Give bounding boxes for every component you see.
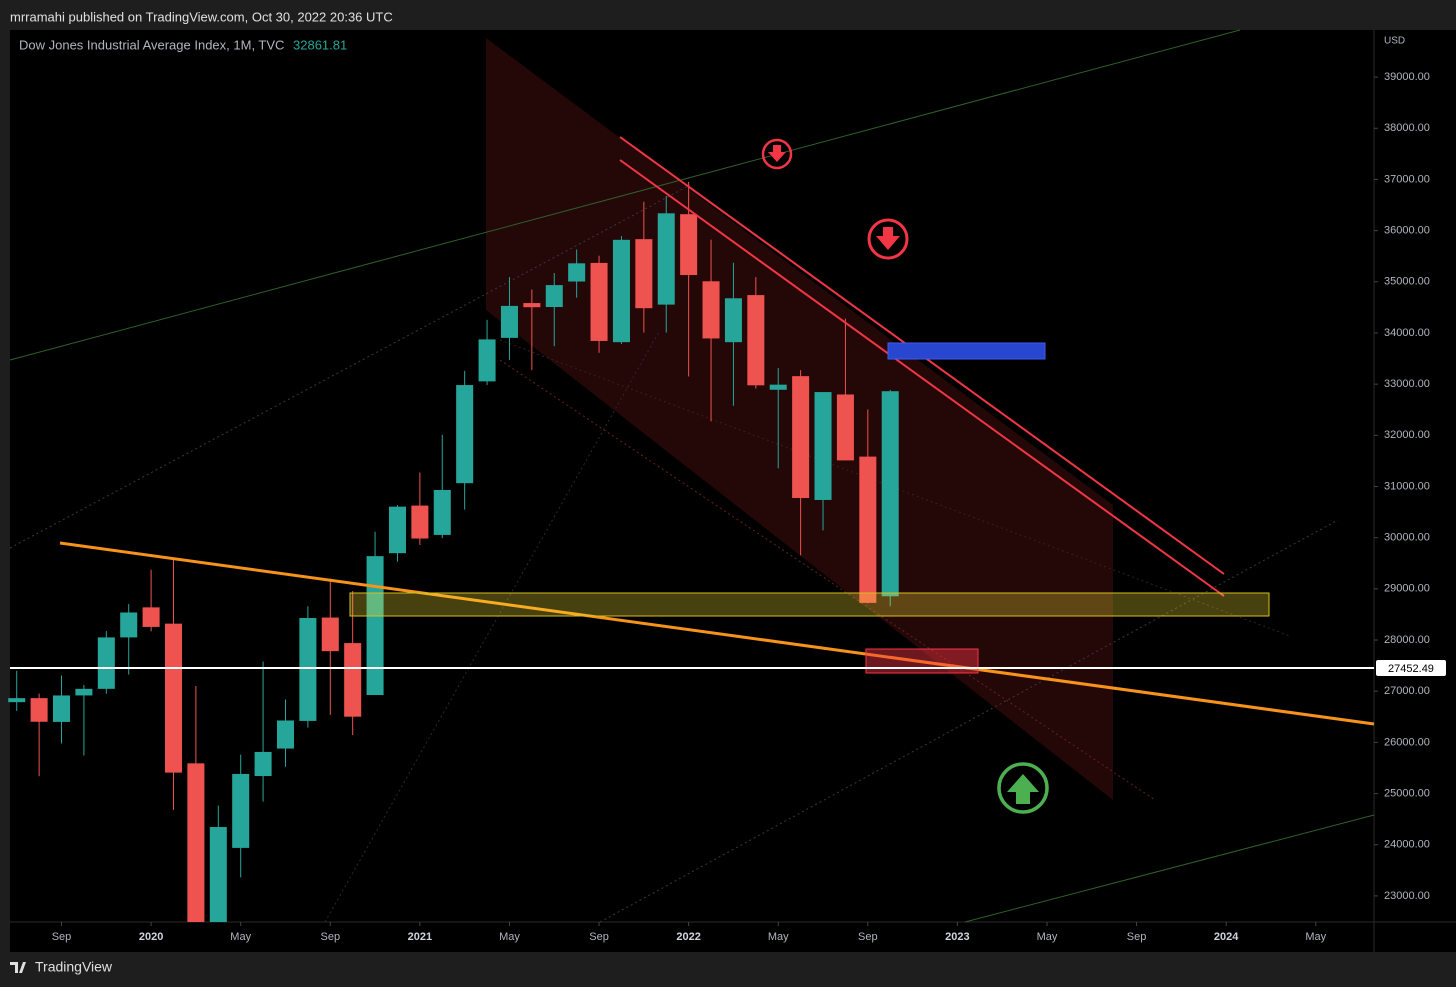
- candle-body: [142, 607, 160, 627]
- chart-bg: [10, 30, 1456, 952]
- candle-body: [747, 295, 765, 386]
- y-tick-label: 35000.00: [1384, 276, 1430, 288]
- price-label-bg: [1376, 660, 1446, 677]
- candle-body: [366, 556, 384, 696]
- resistance-zone: [887, 342, 1046, 360]
- y-tick-label: 27000.00: [1384, 685, 1430, 697]
- candle-body: [545, 285, 563, 308]
- candle-body: [254, 751, 272, 777]
- x-tick-label: May: [230, 931, 251, 943]
- candle-body: [388, 506, 406, 554]
- candle-body: [792, 376, 810, 499]
- candle-body: [276, 720, 294, 749]
- x-tick-label: Sep: [1127, 931, 1147, 943]
- candle-body: [859, 456, 877, 603]
- candle-body: [590, 262, 608, 341]
- y-tick-label: 36000.00: [1384, 225, 1430, 237]
- candle-body: [120, 612, 138, 638]
- x-tick-label: 2022: [676, 931, 700, 943]
- y-tick-label: 24000.00: [1384, 839, 1430, 851]
- y-tick-label: 32000.00: [1384, 429, 1430, 441]
- y-tick-label: 31000.00: [1384, 480, 1430, 492]
- y-tick-label: 30000.00: [1384, 532, 1430, 544]
- candle-body: [344, 643, 362, 717]
- y-tick-label: 28000.00: [1384, 634, 1430, 646]
- y-tick-label: 33000.00: [1384, 378, 1430, 390]
- y-tick-label: 39000.00: [1384, 71, 1430, 83]
- dotted-line: [324, 329, 661, 923]
- x-tick-label: Sep: [589, 931, 609, 943]
- candle-body: [456, 385, 474, 484]
- down-arrow: [761, 138, 793, 170]
- dotted-line: [9, 184, 691, 549]
- candle-body: [523, 303, 541, 308]
- candle-body: [702, 281, 720, 339]
- candle-body: [814, 392, 832, 500]
- candle-body: [612, 239, 630, 343]
- dotted-line: [599, 519, 1339, 923]
- x-tick-label: Sep: [320, 931, 340, 943]
- x-tick-label: 2021: [408, 931, 432, 943]
- candle-body: [769, 384, 787, 390]
- price-label: 27452.49: [1388, 663, 1434, 675]
- footer-logo: TradingView: [10, 959, 113, 975]
- y-tick-label: 29000.00: [1384, 583, 1430, 595]
- x-tick-label: 2023: [945, 931, 969, 943]
- candle-body: [411, 505, 429, 539]
- down-arrow: [867, 218, 909, 260]
- candle-body: [187, 763, 205, 922]
- y-tick-label: 23000.00: [1384, 890, 1430, 902]
- candle-body: [209, 827, 227, 922]
- candle-body: [299, 618, 317, 721]
- candle-body: [568, 263, 586, 282]
- candle-body: [321, 617, 339, 652]
- publisher: mrramahi published on TradingView.com, O…: [10, 9, 393, 24]
- dotted-line: [499, 359, 1156, 801]
- candle-body: [164, 623, 183, 773]
- resistance-line: [619, 159, 1225, 597]
- x-tick-label: May: [1305, 931, 1326, 943]
- candle-body: [680, 214, 698, 276]
- candle-body: [881, 391, 899, 597]
- candle-body: [75, 688, 93, 696]
- candle-body: [53, 695, 71, 722]
- x-tick-label: May: [1037, 931, 1058, 943]
- candle-body: [478, 339, 496, 382]
- candle-body: [635, 239, 653, 309]
- target-zone: [865, 648, 979, 674]
- x-tick-label: May: [768, 931, 789, 943]
- candles: [8, 181, 899, 922]
- symbol-title: Dow Jones Industrial Average Index, 1M, …: [19, 37, 284, 52]
- up-arrow: [997, 762, 1049, 814]
- y-tick-label: 25000.00: [1384, 787, 1430, 799]
- candle-body: [657, 213, 675, 305]
- candle-body: [8, 698, 26, 703]
- trend-line: [9, 29, 1241, 361]
- candle-body: [30, 698, 48, 722]
- y-tick-label: 34000.00: [1384, 327, 1430, 339]
- y-tick-label: 38000.00: [1384, 122, 1430, 134]
- candle-body: [724, 298, 742, 343]
- x-tick-label: Sep: [858, 931, 878, 943]
- candle-body: [232, 773, 250, 848]
- y-tick-label: 26000.00: [1384, 736, 1430, 748]
- candle-body: [836, 394, 854, 461]
- x-tick-label: 2020: [139, 931, 163, 943]
- x-tick-label: Sep: [52, 931, 72, 943]
- x-tick-label: May: [499, 931, 520, 943]
- last-price: 32861.81: [293, 37, 347, 52]
- x-tick-label: 2024: [1214, 931, 1239, 943]
- trend-line: [964, 814, 1375, 923]
- brand: TradingView: [35, 959, 113, 975]
- candle-body: [97, 637, 115, 689]
- y-tick-label: 37000.00: [1384, 173, 1430, 185]
- candle-body: [500, 305, 518, 338]
- support-line: [59, 541, 1375, 726]
- candle-body: [433, 489, 451, 535]
- support-zone: [349, 592, 1270, 617]
- currency: USD: [1384, 36, 1405, 47]
